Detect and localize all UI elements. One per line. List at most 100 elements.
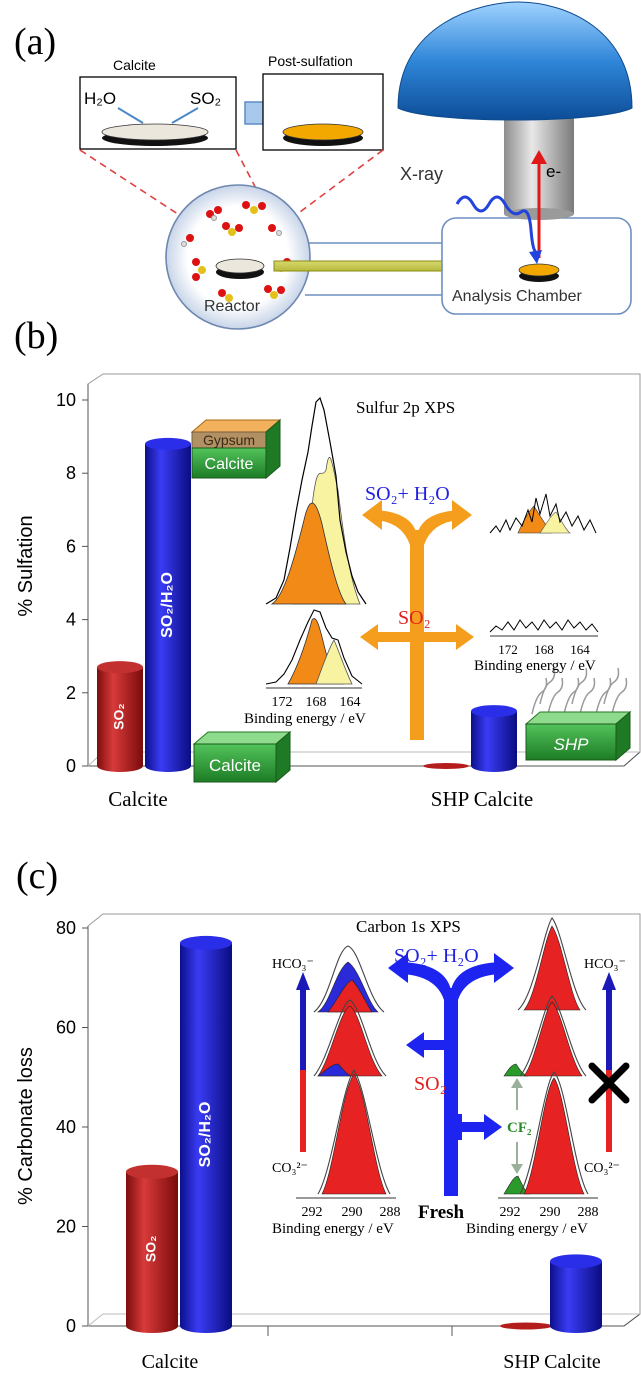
b-s2p-right-trace <box>489 493 597 534</box>
bar-top <box>97 661 143 674</box>
bar-top <box>145 437 191 450</box>
c-right-spec-mid-red <box>523 1001 583 1077</box>
series-label: SO₂/H₂O <box>197 1102 214 1168</box>
b-arrow-tree <box>360 500 474 740</box>
c-inset-title: Carbon 1s XPS <box>356 917 461 936</box>
panel-c: (c) 0 20 40 60 80 % Carbonate loss Calcite S… <box>15 855 641 1373</box>
y-tick-label: 10 <box>56 390 76 410</box>
analyzer-dome <box>397 1 633 121</box>
c-right-spec-bot-trace <box>519 1071 589 1195</box>
so2-label: SO₂ <box>190 89 221 108</box>
y-tick-label: 40 <box>56 1117 76 1137</box>
c-cf2-arrow-down-head <box>511 1164 523 1174</box>
zoom-line-right <box>299 149 384 213</box>
b-gypsum-block: Gypsum Calcite <box>190 418 282 480</box>
reactor-disc <box>215 258 265 274</box>
c-right-spec-top-red <box>523 925 581 1011</box>
analysis-chamber-label: Analysis Chamber <box>452 288 583 305</box>
bar-body <box>126 1171 178 1333</box>
b-s2p-right-yellow <box>539 511 571 534</box>
series-label: SO₂ <box>111 703 127 729</box>
c-left-spec-mid-trace <box>313 999 387 1077</box>
calcite-box-title: Calcite <box>113 57 156 73</box>
c-c1s-inset: Carbon 1s XPS HCO₃⁻ CO₃²⁻ 292 290 288 Bi… <box>272 917 630 1237</box>
c-so2-arrow-label: SO₂ <box>414 1073 447 1095</box>
h2o-label: H₂O <box>84 89 116 108</box>
c-right-spec-top-trace <box>517 917 587 1011</box>
c-right-bar-bottom <box>606 1070 612 1152</box>
b-calcite-block-low: Calcite <box>192 730 292 784</box>
c-right-spec-mid-trace <box>519 995 587 1077</box>
c-co3-left: CO₃²⁻ <box>272 1161 308 1176</box>
c-bars: SO₂ SO₂/H₂O <box>126 935 602 1333</box>
bar-1-0 <box>423 763 469 769</box>
c-right-spec-bot-red <box>523 1077 585 1195</box>
b-be-tick-r-172: 172 <box>498 642 518 657</box>
bar-body <box>471 711 517 772</box>
bar-body <box>550 1261 602 1333</box>
y-tick-label: 60 <box>56 1018 76 1038</box>
b-be-tick-164: 164 <box>340 695 361 710</box>
bar-top <box>550 1254 602 1269</box>
c-right-bar-top <box>606 988 612 1070</box>
panel-c-label: (c) <box>16 855 58 897</box>
panel-b: (b) 0 2 4 6 8 10 % Sulfation Calcite SHP Calc… <box>14 315 641 811</box>
panel-a-schematic: (a) Calcite H₂O SO₂ Post-sulfation <box>14 1 633 330</box>
so2-arrow <box>171 107 199 124</box>
zoom-line-mid <box>235 149 263 201</box>
b-s2p-trace <box>265 396 367 605</box>
b-shp-block: SHP <box>524 667 632 762</box>
b-gypsum-label: Gypsum <box>203 432 255 448</box>
bar-body <box>97 667 143 772</box>
post-sulfation-title: Post-sulfation <box>268 53 353 69</box>
c-left-spec-top-trace <box>313 945 385 1013</box>
y-tick-label: 2 <box>66 683 76 703</box>
c-arrow-tree <box>388 953 514 1196</box>
bar-1-1 <box>550 1254 602 1333</box>
c-hco3-left: HCO₃⁻ <box>272 957 314 972</box>
electron-arrow-head <box>531 150 547 164</box>
series-label: SO₂/H₂O <box>159 572 176 638</box>
sample-disc <box>518 263 560 277</box>
bar-top <box>180 935 232 950</box>
b-s2p-small-trace <box>265 609 363 685</box>
zoom-line-left <box>79 149 191 223</box>
b-s2p-right-noise <box>489 619 599 633</box>
b-be-tick-172: 172 <box>272 695 293 710</box>
c-left-spec-mid-red <box>317 1005 383 1077</box>
bar-0-1: SO₂/H₂O <box>145 437 191 772</box>
c-left-spec-mid-blue <box>317 1063 353 1077</box>
c-be-tick-r-290: 290 <box>540 1205 561 1220</box>
b-y-ticks: 0 2 4 6 8 10 <box>56 390 88 776</box>
b-be-label-left: Binding energy / eV <box>244 711 366 727</box>
c-be-tick-r-288: 288 <box>578 1205 599 1220</box>
bar-0-1: SO₂/H₂O <box>180 935 232 1333</box>
electron-label: e- <box>546 162 561 181</box>
c-left-bar-top <box>300 988 306 1070</box>
bar-0-0: SO₂ <box>97 661 143 772</box>
b-inset-title: Sulfur 2p XPS <box>356 398 455 417</box>
c-y-axis-label: % Carbonate loss <box>15 1047 37 1205</box>
c-be-label-right: Binding energy / eV <box>466 1221 588 1237</box>
b-block-shp-label: SHP <box>554 735 590 754</box>
y-tick-label: 4 <box>66 610 76 630</box>
transfer-rail <box>305 242 443 296</box>
c-be-tick-292: 292 <box>302 1205 323 1220</box>
bar-0-0: SO₂ <box>126 1164 178 1333</box>
c-left-spec-bot-trace <box>317 1069 391 1195</box>
c-category-1: SHP Calcite <box>503 1351 601 1373</box>
c-category-0: Calcite <box>142 1351 199 1373</box>
b-be-tick-168: 168 <box>306 695 327 710</box>
b-so2-arrow-label: SO₂ <box>398 607 431 629</box>
b-s2p-small-yellow <box>315 639 353 685</box>
b-s2p-inset: Sulfur 2p XPS 172 168 164 Binding energy… <box>244 396 599 740</box>
y-tick-label: 0 <box>66 756 76 776</box>
b-category-0: Calcite <box>108 787 167 811</box>
b-bars: SO₂ SO₂/H₂O <box>97 437 517 772</box>
xray-wave <box>455 195 538 254</box>
c-cross-mark <box>588 1062 630 1104</box>
c-left-bar-head <box>296 972 310 990</box>
c-y-ticks: 0 20 40 60 80 <box>56 918 88 1336</box>
b-be-tick-r-164: 164 <box>570 642 590 657</box>
